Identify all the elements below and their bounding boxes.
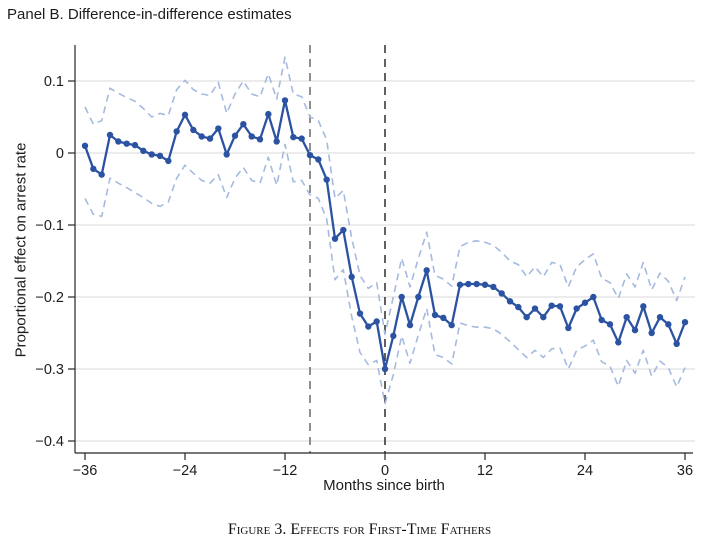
data-point-marker [381,365,389,373]
data-point-marker [406,321,414,329]
x-tick-label: −12 [273,463,298,479]
data-point-marker [398,293,405,301]
y-tick-label: −0.4 [35,434,64,450]
data-point-marker [306,151,314,159]
data-point-marker [190,126,197,134]
data-point-marker [98,171,105,178]
data-point-marker [165,157,172,165]
y-tick-label: −0.3 [35,362,64,378]
data-point-marker [390,332,397,340]
x-tick-label: 0 [381,463,389,479]
data-point-marker [331,235,339,242]
data-point-marker [648,329,655,337]
data-point-marker [481,281,489,288]
ci-upper-line [84,56,686,336]
data-point-marker [256,136,264,143]
data-point-marker [106,131,114,139]
did-line-chart: 0.1 0 −0.1 −0.2 −0.3 −0.4 −36 −24 −12 0 12 24 36 [35,45,695,479]
y-tick-label: −0.1 [35,218,64,234]
data-point-marker [465,280,472,288]
data-point-marker [265,110,272,118]
ci-lower-line [84,143,686,405]
data-point-marker [565,324,572,332]
data-point-marker [323,176,330,183]
data-point-marker [573,305,580,312]
data-point-marker [231,132,239,139]
data-point-marker [173,128,180,135]
data-point-marker [473,280,480,288]
y-tick-label: 0.1 [44,74,64,90]
x-tick-label: −36 [73,463,98,479]
data-point-marker [373,318,380,325]
data-point-marker [365,323,372,330]
data-point-marker [206,135,214,142]
x-tick-label: 36 [677,463,693,479]
data-point-marker [423,267,430,274]
x-tick-label: −24 [173,463,198,479]
data-point-marker [506,298,514,305]
data-point-marker [415,293,422,301]
data-point-marker [198,133,205,140]
data-point-marker [115,138,122,145]
data-point-marker [681,319,689,326]
data-point-marker [223,151,230,158]
data-point-marker [490,283,497,291]
data-point-marker [590,293,597,301]
data-point-marker [665,321,672,328]
data-point-marker [548,302,555,309]
data-point-marker [148,151,155,158]
data-point-marker [348,273,355,281]
data-point-marker [81,142,89,149]
y-tick-label: 0 [56,146,64,162]
data-point-marker [606,321,614,328]
data-point-marker [456,281,464,288]
data-point-marker [123,140,130,147]
data-point-marker [615,339,622,346]
data-point-marker [523,313,530,321]
data-point-marker [540,313,547,321]
data-point-marker [531,305,539,312]
y-tick-label: −0.2 [35,290,64,306]
data-point-marker [315,156,322,163]
data-point-marker [273,138,280,145]
data-point-marker [556,303,564,310]
data-point-marker [140,147,147,155]
data-point-marker [290,133,297,141]
data-point-marker [656,313,664,321]
data-point-marker [631,326,639,334]
data-point-marker [356,310,364,317]
data-point-marker [281,97,289,104]
x-tick-label: 12 [477,463,493,479]
data-point-marker [215,125,222,132]
panel-title: Panel B. Difference-in-difference estima… [7,6,292,23]
data-point-marker [90,165,97,173]
data-point-marker [448,321,455,329]
data-point-marker [298,135,305,142]
data-point-marker [181,111,189,119]
data-point-marker [623,313,630,321]
data-point-marker [598,316,605,324]
data-point-marker [156,152,164,160]
data-point-marker [248,133,255,140]
data-point-marker [131,141,139,149]
data-point-marker [498,290,505,297]
x-axis-label: Months since birth [323,477,445,494]
data-point-marker [581,299,589,306]
data-point-marker [515,303,522,311]
data-point-marker [240,121,247,128]
data-point-marker [673,340,680,347]
figure-caption: Figure 3. Effects for First-Time Fathers [227,521,492,538]
data-point-marker [340,226,347,234]
data-point-marker [640,303,647,310]
data-point-marker [440,314,447,322]
data-point-marker [431,311,439,319]
x-tick-label: 24 [577,463,593,479]
